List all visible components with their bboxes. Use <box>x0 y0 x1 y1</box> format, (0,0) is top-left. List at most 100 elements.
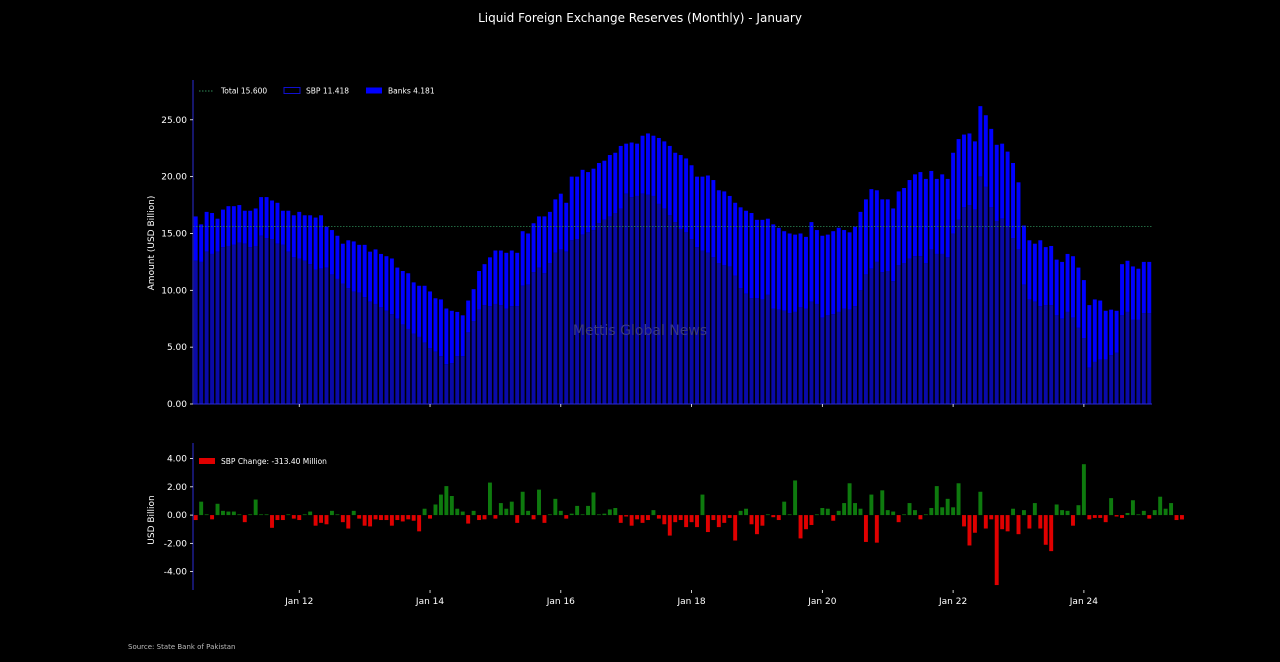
sbp-change-bar-negative <box>640 515 645 523</box>
sbp-change-bar-positive <box>814 514 819 516</box>
reserves-y-tick-label: 20.00 <box>161 173 187 183</box>
sbp-change-bar-negative <box>983 515 988 529</box>
banks-bar <box>1054 259 1059 316</box>
sbp-change-bar-positive <box>580 514 585 516</box>
banks-bar <box>613 152 618 214</box>
sbp-change-bar-positive <box>438 494 443 516</box>
sbp-change-bar-negative <box>297 515 302 521</box>
sbp-change-bar-positive <box>547 514 552 516</box>
banks-bar <box>1011 162 1016 239</box>
sbp-change-bar-negative <box>210 515 215 520</box>
sbp-change-bar-negative <box>733 515 738 541</box>
sbp-change-bar-negative <box>705 515 710 533</box>
sbp-bar <box>193 260 198 404</box>
x-tick-label: Jan 24 <box>1069 597 1098 607</box>
sbp-change-bar-positive <box>221 510 225 516</box>
banks-bar <box>596 162 601 224</box>
banks-bar <box>351 241 356 292</box>
sbp-bar <box>1125 311 1130 404</box>
sbp-change-bar-positive <box>504 508 509 516</box>
sbp-bar <box>640 193 645 404</box>
reserves-y-tick-label: 15.00 <box>161 229 187 239</box>
reserves-axes: 0.00 5.00 10.00 15.00 20.00 25.00 <box>161 80 1152 410</box>
sbp-change-bar-negative <box>389 515 394 526</box>
sbp-change-bar-positive <box>526 510 531 516</box>
banks-bar <box>624 143 629 194</box>
banks-bar <box>896 191 901 266</box>
sbp-change-bar-negative <box>635 515 640 520</box>
sbp-change-bar-positive <box>853 503 857 516</box>
banks-bar <box>433 298 438 352</box>
sbp-bar <box>940 253 945 404</box>
banks-bar <box>1136 268 1141 320</box>
sbp-bar <box>809 301 814 404</box>
sbp-change-bar-positive <box>858 508 863 516</box>
banks-bar <box>264 197 269 239</box>
banks-bar <box>602 160 607 220</box>
sbp-change-y-axis-label: USD Billion <box>147 495 157 544</box>
sbp-bar <box>716 263 721 404</box>
sbp-change-bar-positive <box>820 508 825 516</box>
banks-bar <box>324 226 329 268</box>
sbp-bar <box>542 273 547 404</box>
banks-bar <box>967 133 972 206</box>
sbp-change-bar-negative <box>656 515 661 519</box>
banks-bar <box>689 165 694 240</box>
legend-banks-label: Banks 4.181 <box>388 87 435 96</box>
sbp-bar <box>989 207 994 404</box>
sbp-change-bar-negative <box>340 515 345 523</box>
banks-bar <box>275 202 280 244</box>
sbp-bar <box>962 207 966 404</box>
sbp-bar <box>1076 327 1081 404</box>
legend-sbp-swatch <box>283 87 301 94</box>
sbp-change-bar-positive <box>329 510 334 516</box>
sbp-change-y-tick-label: -2.00 <box>164 539 188 549</box>
banks-bar <box>1141 261 1146 314</box>
sbp-bar <box>1092 361 1097 404</box>
legend-total-label: Total 15.600 <box>220 87 267 96</box>
sbp-bar <box>1005 226 1010 404</box>
sbp-change-bar-negative <box>428 515 432 519</box>
sbp-change-bar-positive <box>444 486 449 516</box>
sbp-change-bar-negative <box>804 515 808 530</box>
banks-bar <box>193 216 198 261</box>
sbp-bar <box>537 267 541 404</box>
banks-bar <box>929 170 934 250</box>
sbp-bar <box>329 274 334 404</box>
sbp-bar <box>531 272 536 404</box>
sbp-bar <box>389 314 394 404</box>
banks-bar <box>607 155 612 217</box>
sbp-change-y-tick-label: 2.00 <box>167 483 187 493</box>
reserves-y-tick-label: 5.00 <box>167 343 187 353</box>
sbp-change-bar-negative <box>1000 515 1005 530</box>
sbp-change-bar-negative <box>242 515 247 523</box>
sbp-change-bar-negative <box>406 515 411 520</box>
banks-bar <box>629 142 634 198</box>
banks-bar <box>902 188 907 264</box>
sbp-change-bar-negative <box>809 515 814 525</box>
banks-bar <box>564 202 569 252</box>
sbp-change-bar-positive <box>765 514 770 516</box>
sbp-change-bar-positive <box>215 503 220 516</box>
sbp-bar <box>831 314 836 404</box>
sbp-bar <box>814 303 819 404</box>
sbp-bar <box>907 258 912 404</box>
sbp-bar <box>504 308 509 404</box>
banks-bar <box>1098 300 1103 360</box>
banks-bar <box>313 217 318 270</box>
sbp-bar <box>1109 355 1114 404</box>
banks-bar <box>891 208 896 282</box>
banks-bar <box>520 231 525 286</box>
banks-bar <box>885 199 890 271</box>
sbp-change-bar-positive <box>607 509 612 516</box>
banks-bar <box>449 310 454 364</box>
sbp-bar <box>760 299 765 404</box>
sbp-change-bar-positive <box>847 483 852 516</box>
sbp-change-bar-positive <box>488 482 492 516</box>
banks-bar <box>1016 182 1021 250</box>
banks-bar <box>678 155 683 229</box>
sbp-change-bar-negative <box>678 515 683 521</box>
sbp-bar <box>319 268 324 404</box>
reserves-legend: Total 15.600 SBP 11.418 Banks 4.181 <box>199 87 435 96</box>
sbp-change-bar-negative <box>646 515 650 521</box>
